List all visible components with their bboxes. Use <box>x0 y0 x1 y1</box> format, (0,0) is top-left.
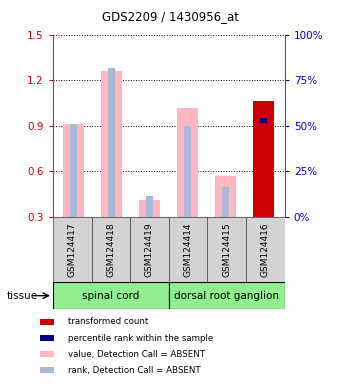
Text: percentile rank within the sample: percentile rank within the sample <box>68 334 213 343</box>
Bar <box>177 108 198 217</box>
Bar <box>146 196 153 217</box>
Bar <box>108 68 115 217</box>
Text: dorsal root ganglion: dorsal root ganglion <box>174 291 279 301</box>
Text: value, Detection Call = ABSENT: value, Detection Call = ABSENT <box>68 349 205 359</box>
FancyBboxPatch shape <box>246 217 285 282</box>
Text: GSM124415: GSM124415 <box>222 222 231 277</box>
Bar <box>260 118 267 122</box>
Bar <box>71 124 77 217</box>
Text: GSM124419: GSM124419 <box>145 222 154 277</box>
Bar <box>253 101 274 217</box>
FancyBboxPatch shape <box>169 217 207 282</box>
Text: GSM124417: GSM124417 <box>68 222 77 277</box>
FancyBboxPatch shape <box>130 217 169 282</box>
Text: GSM124414: GSM124414 <box>183 222 193 277</box>
Text: rank, Detection Call = ABSENT: rank, Detection Call = ABSENT <box>68 366 201 375</box>
Text: spinal cord: spinal cord <box>82 291 139 301</box>
Text: tissue: tissue <box>7 291 38 301</box>
Bar <box>101 71 122 217</box>
Bar <box>184 126 191 217</box>
FancyBboxPatch shape <box>91 217 130 282</box>
Bar <box>40 319 54 325</box>
Bar <box>139 200 160 217</box>
FancyBboxPatch shape <box>207 217 246 282</box>
Bar <box>40 351 54 357</box>
FancyBboxPatch shape <box>169 282 285 309</box>
Text: GDS2209 / 1430956_at: GDS2209 / 1430956_at <box>102 10 239 23</box>
Text: GSM124416: GSM124416 <box>261 222 270 277</box>
FancyBboxPatch shape <box>53 282 169 309</box>
Text: transformed count: transformed count <box>68 318 148 326</box>
FancyBboxPatch shape <box>53 217 91 282</box>
Text: GSM124418: GSM124418 <box>106 222 115 277</box>
Bar <box>63 124 84 217</box>
Bar <box>215 176 236 217</box>
Bar <box>40 367 54 373</box>
Bar <box>40 335 54 341</box>
Bar <box>222 187 229 217</box>
